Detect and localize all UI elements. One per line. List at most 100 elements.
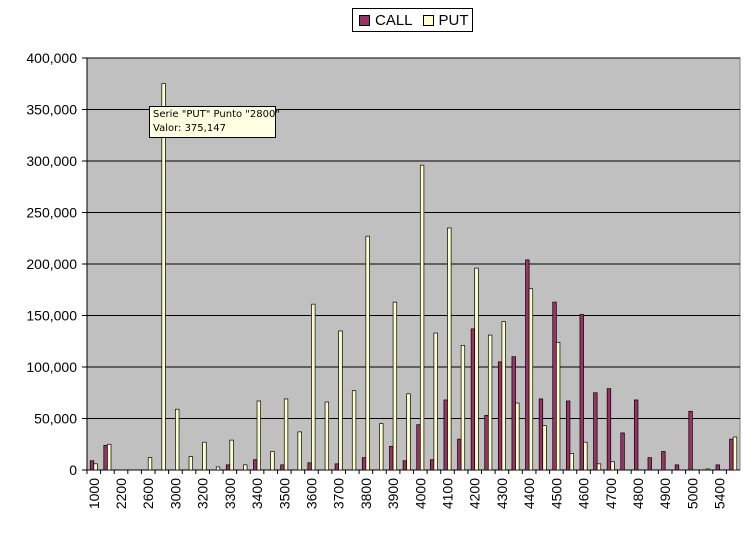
bar-put [175, 408, 180, 471]
x-tick-label: 4300 [494, 478, 510, 509]
put-swatch [422, 14, 434, 26]
x-tick-label: 2200 [113, 478, 129, 509]
bar-call [429, 459, 435, 471]
x-tick-label: 4800 [630, 478, 646, 509]
bar-call [103, 444, 108, 471]
x-tick-label: 3800 [358, 478, 374, 509]
bar-put [501, 321, 506, 471]
bar-put [379, 423, 384, 471]
x-tick-label: 4100 [440, 478, 456, 509]
bar-put [610, 461, 615, 471]
bar-put [297, 431, 302, 471]
bar-put [433, 332, 438, 471]
legend-item-call: CALL [359, 12, 413, 29]
bar-put [596, 463, 602, 471]
bar-call [484, 415, 489, 471]
y-tick-label: 0 [69, 462, 77, 478]
bar-call [497, 361, 503, 471]
legend-call-label: CALL [375, 11, 413, 29]
y-tick-label: 50,000 [34, 411, 77, 427]
tooltip-series-point: Serie "PUT" Punto "2800" [153, 109, 280, 120]
x-tick-label: 3200 [195, 478, 211, 509]
bar-put [229, 439, 234, 471]
bar-call [729, 438, 734, 471]
bar-call [89, 460, 95, 471]
x-tick-label: 1000 [86, 478, 102, 509]
x-tick-label: 4600 [576, 478, 592, 509]
bar-put [705, 468, 710, 471]
x-tick-label: 5000 [684, 478, 700, 509]
x-tick-label: 3000 [167, 478, 183, 509]
bar-call [511, 356, 516, 471]
y-tick-label: 150,000 [26, 308, 77, 324]
y-tick-label: 100,000 [26, 359, 77, 375]
x-tick-label: 3900 [385, 478, 401, 509]
bar-put [392, 301, 398, 471]
bar-call [661, 451, 666, 471]
bar-put [542, 425, 547, 471]
bar-put [324, 401, 330, 471]
y-tick-label: 350,000 [26, 102, 77, 118]
bar-put [569, 453, 574, 471]
bar-put [283, 398, 289, 471]
bar-call [457, 438, 462, 471]
bar-call [253, 459, 258, 471]
bar-call [470, 328, 476, 471]
bar-put [583, 441, 588, 471]
bar-call [538, 398, 544, 471]
bar-put [161, 83, 166, 471]
x-tick-label: 4200 [467, 478, 483, 509]
x-tick-label: 2600 [140, 478, 156, 509]
x-tick-label: 4000 [412, 478, 428, 509]
bar-put [107, 443, 112, 471]
bar-call [389, 445, 394, 471]
bar-call [688, 410, 693, 471]
y-tick-label: 250,000 [26, 205, 77, 221]
bar-put [732, 436, 738, 471]
bar-put [147, 457, 153, 471]
bar-put [555, 341, 561, 471]
bar-call [565, 400, 571, 471]
bar-call [579, 314, 584, 471]
legend-put-label: PUT [438, 11, 469, 29]
chart-legend: CALL PUT [352, 8, 473, 32]
x-tick-label: 3600 [303, 478, 319, 509]
y-tick-label: 200,000 [26, 256, 77, 272]
x-tick-label: 3300 [222, 478, 238, 509]
x-tick-label: 4900 [657, 478, 673, 509]
bar-put [338, 330, 343, 471]
bar-call [361, 457, 367, 471]
y-tick-label: 300,000 [26, 153, 77, 169]
bar-call [334, 463, 340, 471]
bar-call [552, 301, 557, 471]
bar-call [307, 462, 312, 471]
bar-call [593, 392, 598, 471]
x-tick-label: 4700 [603, 478, 619, 509]
bar-call [674, 464, 680, 471]
call-swatch [359, 14, 370, 26]
bar-call [416, 424, 421, 471]
x-tick-label: 4500 [548, 478, 564, 509]
x-tick-label: 3500 [276, 478, 292, 509]
bar-put [93, 463, 98, 471]
x-tick-label: 5400 [712, 478, 728, 509]
bar-put [215, 466, 221, 471]
bar-call [606, 388, 612, 471]
bar-put [202, 441, 207, 471]
bar-call [443, 399, 448, 471]
bar-put [419, 164, 425, 471]
bar-put [311, 303, 316, 471]
bar-put [243, 464, 248, 471]
bar-put [188, 456, 193, 471]
bar-put [447, 227, 452, 471]
bar-call [647, 457, 652, 471]
bar-put [365, 235, 370, 471]
x-tick-label: 4400 [521, 478, 537, 509]
bar-call [715, 464, 720, 471]
bar-call [402, 460, 408, 471]
legend-item-put: PUT [422, 11, 469, 29]
bar-put [351, 390, 357, 471]
bar-put [460, 345, 466, 471]
x-tick-label: 3400 [249, 478, 265, 509]
